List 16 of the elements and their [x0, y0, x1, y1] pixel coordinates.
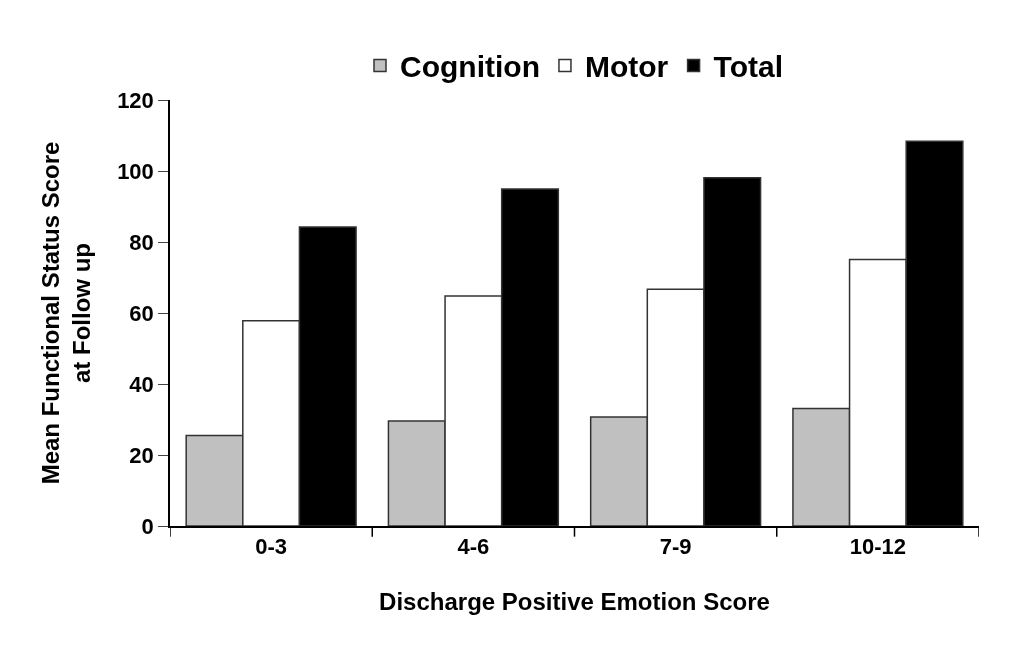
y-tick-label: 0 [141, 513, 154, 539]
legend-label: Cognition [400, 50, 540, 84]
x-tick-label: 0-3 [255, 534, 288, 560]
y-tick-label: 20 [129, 442, 154, 468]
y-tick-label: 100 [117, 158, 154, 184]
y-axis-title: Mean Functional Status Score at Follow up [36, 141, 95, 485]
y-tick-label: 60 [129, 300, 154, 326]
x-tick-label: 7-9 [659, 534, 692, 560]
legend-label: Motor [584, 50, 669, 84]
y-tick-label: 40 [129, 371, 154, 397]
x-axis-title: Discharge Positive Emotion Score [379, 587, 770, 615]
y-tick-label: 80 [129, 229, 154, 255]
x-tick-label: 4-6 [457, 534, 490, 560]
x-tick-label: 10-12 [849, 534, 907, 560]
legend-label: Total [713, 50, 784, 84]
y-tick-label: 120 [117, 87, 154, 113]
